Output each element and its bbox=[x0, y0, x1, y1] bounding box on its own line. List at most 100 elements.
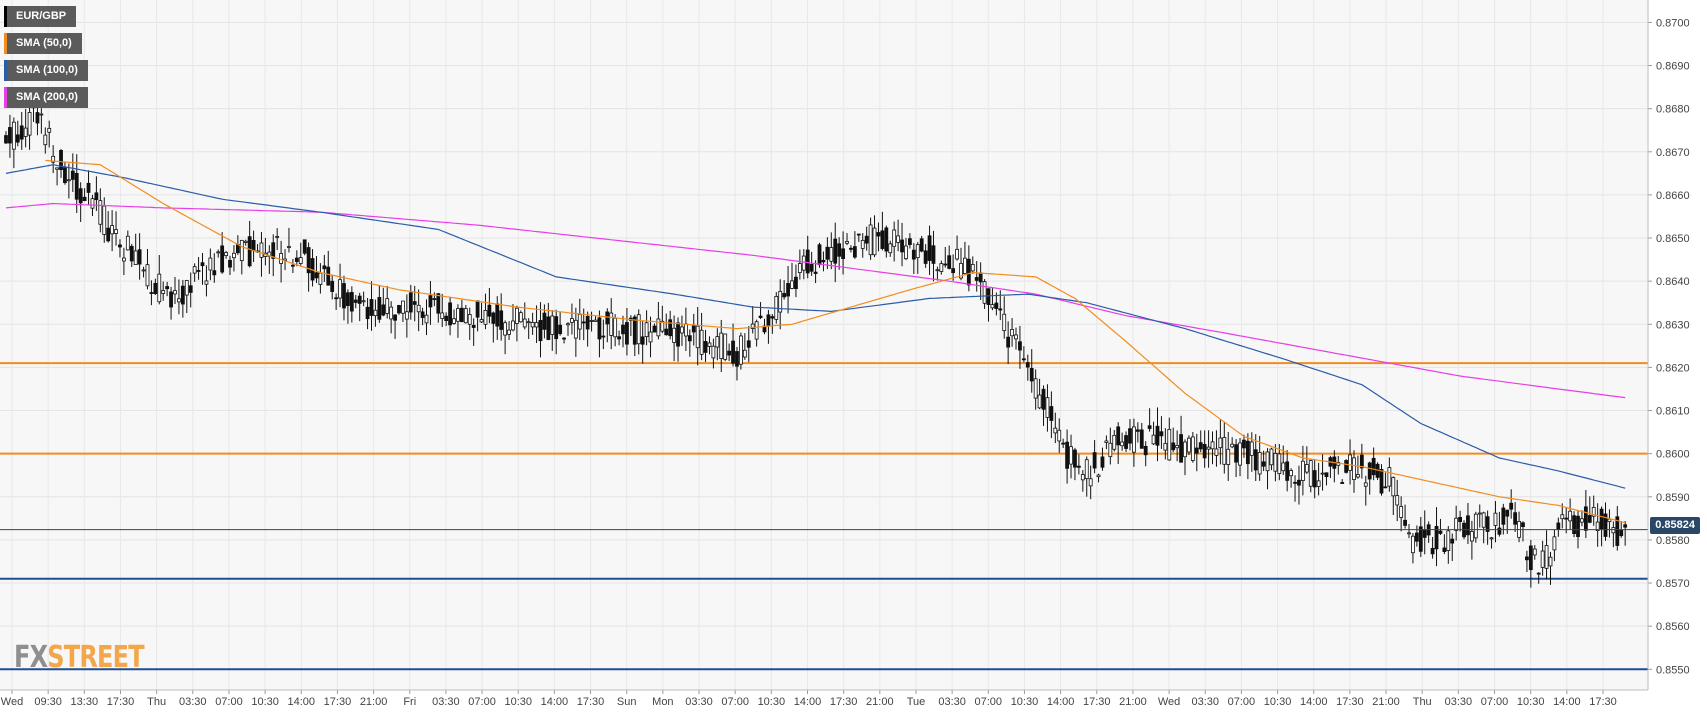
candle-body bbox=[1591, 506, 1596, 517]
candle-body bbox=[1285, 461, 1290, 481]
candle-body bbox=[1615, 516, 1620, 546]
x-tick-label: 10:30 bbox=[1264, 696, 1292, 708]
candle-body bbox=[1387, 467, 1392, 487]
candle-body bbox=[868, 224, 873, 256]
candle-body bbox=[593, 319, 598, 322]
candle-body bbox=[1611, 527, 1616, 534]
candle-body bbox=[1112, 434, 1117, 450]
candle-body bbox=[691, 324, 696, 333]
candle-body bbox=[456, 308, 460, 322]
y-tick-label: 0.8640 bbox=[1656, 276, 1690, 288]
candle-body bbox=[636, 314, 641, 345]
x-tick-label: Wed bbox=[1158, 696, 1180, 708]
candle-body bbox=[601, 335, 606, 338]
candle-body bbox=[758, 315, 763, 318]
x-tick-label: 07:00 bbox=[721, 696, 749, 708]
candle-body bbox=[562, 337, 566, 340]
candle-body bbox=[23, 127, 28, 137]
legend-item-sma200[interactable]: SMA (200,0) bbox=[4, 87, 88, 108]
candle-body bbox=[1560, 514, 1565, 520]
candle-body bbox=[102, 205, 107, 235]
candle-body bbox=[1175, 445, 1180, 449]
candle-body bbox=[47, 127, 52, 133]
candle-body bbox=[15, 134, 20, 143]
x-tick-label: 07:00 bbox=[468, 696, 496, 708]
candle-body bbox=[275, 235, 280, 238]
candle-body bbox=[149, 292, 154, 294]
candle-body bbox=[1513, 512, 1518, 525]
candle-body bbox=[538, 320, 543, 342]
legend-item-sma50[interactable]: SMA (50,0) bbox=[4, 33, 82, 54]
candle-body bbox=[51, 155, 56, 163]
candle-body bbox=[232, 252, 236, 259]
candle-body bbox=[735, 351, 739, 367]
candle-body bbox=[919, 238, 924, 252]
candle-body bbox=[896, 235, 901, 243]
candle-body bbox=[864, 235, 869, 244]
candle-body bbox=[1414, 532, 1419, 542]
candle-body bbox=[1430, 547, 1435, 555]
x-tick-label: 10:30 bbox=[251, 696, 279, 708]
candle-body bbox=[1603, 513, 1608, 537]
y-axis: 0.8700 0.8690 0.8680 0.8670 0.8660 0.8650 0.86… bbox=[1648, 17, 1690, 676]
y-tick-label: 0.8700 bbox=[1656, 17, 1690, 29]
candle-body bbox=[1458, 516, 1462, 523]
candle-body bbox=[621, 324, 625, 335]
candle-body bbox=[668, 319, 673, 337]
x-tick-label: 09:30 bbox=[34, 696, 62, 708]
legend-item-sma100[interactable]: SMA (100,0) bbox=[4, 60, 88, 81]
candle-body bbox=[1069, 446, 1073, 465]
candle-body bbox=[911, 249, 916, 260]
candle-body bbox=[852, 246, 857, 258]
candle-body bbox=[416, 304, 421, 313]
candle-body bbox=[1434, 525, 1439, 550]
candle-body bbox=[707, 342, 712, 347]
candle-body bbox=[908, 238, 912, 245]
sma-200-line bbox=[5, 202, 1626, 399]
candle-body bbox=[1521, 522, 1525, 528]
candle-body bbox=[801, 255, 806, 271]
candle-body bbox=[43, 134, 48, 146]
legend-swatch bbox=[4, 87, 7, 108]
candle-body bbox=[39, 113, 44, 116]
candle-body bbox=[1049, 406, 1054, 421]
candle-body bbox=[884, 227, 889, 252]
candle-body bbox=[1257, 451, 1262, 475]
candle-body bbox=[1147, 425, 1152, 429]
candle-body bbox=[381, 304, 386, 316]
candle-body bbox=[243, 240, 248, 243]
candle-body bbox=[1128, 428, 1132, 444]
candle-body bbox=[334, 297, 339, 300]
candle-body bbox=[825, 246, 830, 260]
candle-body bbox=[192, 266, 197, 274]
candle-body bbox=[786, 283, 790, 297]
candle-body bbox=[145, 264, 150, 287]
candle-body bbox=[727, 350, 732, 356]
candle-body bbox=[715, 336, 720, 348]
candle-body bbox=[177, 298, 181, 303]
candle-body bbox=[687, 335, 692, 342]
candle-body bbox=[695, 325, 700, 349]
candle-body bbox=[287, 246, 291, 248]
legend-item-eurgbp[interactable]: EUR/GBP bbox=[4, 6, 77, 27]
candle-body bbox=[570, 318, 574, 323]
y-tick-label: 0.8680 bbox=[1656, 104, 1690, 116]
candle-body bbox=[966, 258, 971, 286]
candle-body bbox=[1501, 507, 1506, 525]
candle-body bbox=[566, 323, 570, 326]
candle-body bbox=[1238, 442, 1242, 466]
candle-body bbox=[188, 285, 193, 293]
candle-body bbox=[739, 335, 743, 365]
candle-body bbox=[1391, 477, 1396, 497]
x-tick-label: 07:00 bbox=[215, 696, 243, 708]
candle-body bbox=[8, 127, 12, 144]
x-tick-label: 17:30 bbox=[1336, 696, 1364, 708]
candle-body bbox=[1466, 515, 1470, 536]
x-tick-label: 10:30 bbox=[1011, 696, 1039, 708]
candle-body bbox=[915, 244, 920, 258]
candle-body bbox=[1139, 429, 1144, 449]
candle-body bbox=[357, 295, 362, 304]
candle-body bbox=[963, 257, 967, 274]
candle-body bbox=[153, 282, 158, 295]
candle-body bbox=[1018, 341, 1022, 351]
